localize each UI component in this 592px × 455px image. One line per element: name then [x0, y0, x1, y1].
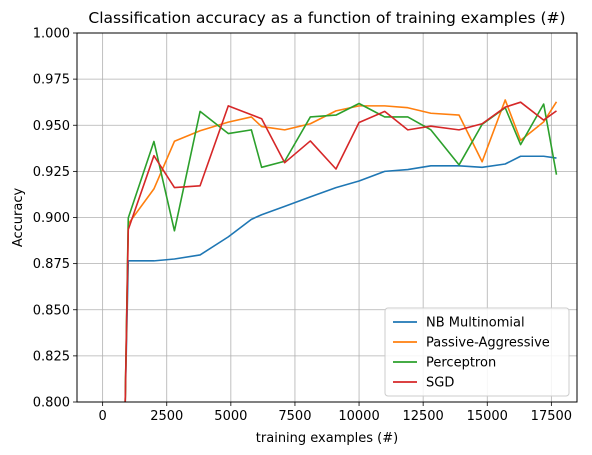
series-line-nb-multinomial: [124, 155, 557, 402]
y-tick-label: 1.000: [33, 27, 70, 42]
series-line-passive-aggressive: [124, 99, 558, 402]
y-tick-label: 0.850: [33, 303, 70, 318]
legend-label: Perceptron: [426, 356, 496, 371]
y-tick-label: 0.925: [33, 165, 70, 180]
legend-label: SGD: [426, 376, 454, 391]
x-tick-label: 10000: [338, 409, 379, 424]
chart-title: Classification accuracy as a function of…: [88, 9, 565, 27]
y-tick-label: 0.900: [33, 211, 70, 226]
x-tick-label: 0: [99, 409, 107, 424]
x-axis-ticks: 0 2500 5000 7500 10000 12500 15000 17500: [99, 402, 572, 424]
series-lines: [124, 99, 558, 402]
x-tick-label: 15000: [467, 409, 508, 424]
x-tick-label: 5000: [214, 409, 247, 424]
y-tick-label: 0.950: [33, 119, 70, 134]
x-tick-label: 12500: [402, 409, 443, 424]
legend-label: NB Multinomial: [426, 316, 525, 331]
y-tick-label: 0.825: [33, 349, 70, 364]
x-tick-label: 2500: [150, 409, 183, 424]
y-tick-label: 0.975: [33, 73, 70, 88]
legend-box: [384, 307, 570, 397]
series-line-sgd: [124, 101, 557, 402]
y-tick-label: 0.800: [33, 396, 70, 411]
x-tick-label: 17500: [531, 409, 572, 424]
y-tick-label: 0.875: [33, 257, 70, 272]
x-tick-label: 7500: [278, 409, 311, 424]
y-axis-label: Accuracy: [11, 188, 26, 248]
y-axis-ticks: 0.800 0.825 0.850 0.875 0.900 0.925 0.950 0.975…: [33, 27, 77, 411]
legend-label: Passive-Aggressive: [426, 336, 550, 351]
x-axis-label: training examples (#): [256, 431, 398, 446]
legend: NB Multinomial Passive-Aggressive Perceptr…: [384, 307, 570, 397]
